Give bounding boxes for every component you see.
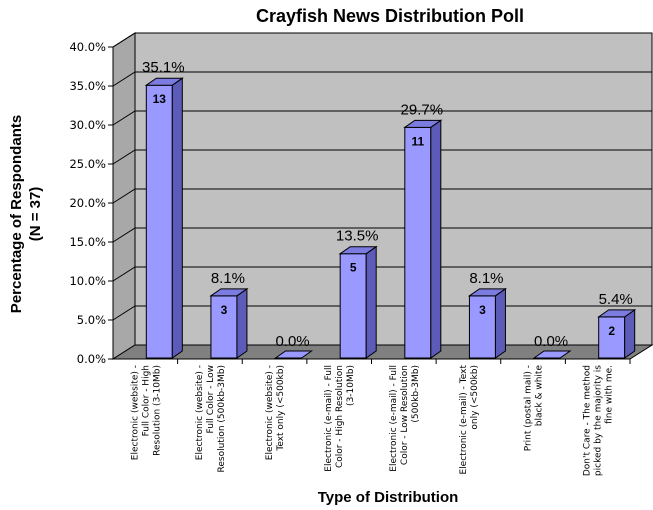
bar-top <box>467 288 508 297</box>
bar-flat <box>273 350 314 359</box>
x-tick-label: Electronic (website) - <box>195 365 205 460</box>
y-tick-label: 25.0% <box>69 157 106 171</box>
x-tick-label: Electronic (e-mail) - Full <box>324 365 334 472</box>
bar-value-label: 0.0% <box>534 333 568 350</box>
bar-front <box>145 84 173 359</box>
bar <box>532 350 572 359</box>
bar <box>209 287 249 359</box>
bar <box>144 77 184 359</box>
bar-count-label: 11 <box>411 134 424 148</box>
y-tick-label: 5.0% <box>77 313 106 327</box>
y-tick-label: 40.0% <box>69 40 106 54</box>
bar-value-label: 5.4% <box>599 291 633 308</box>
bar-value-label: 8.1% <box>211 270 245 287</box>
x-tick-label: (500kb-3Mb) <box>411 365 421 423</box>
bar-value-label: 13.5% <box>336 228 379 245</box>
bar-value-label: 35.1% <box>142 59 185 76</box>
chart-title: Crayfish News Distribution Poll <box>256 6 524 26</box>
gridline <box>112 32 652 48</box>
gridline <box>112 71 652 87</box>
gridline <box>112 266 652 282</box>
bar <box>338 245 378 359</box>
bar-front <box>210 295 238 359</box>
gridline <box>112 227 652 243</box>
floor <box>111 344 653 360</box>
bar-flat <box>532 350 572 359</box>
y-tick-label: 30.0% <box>69 118 106 132</box>
x-tick-label: fine with me. <box>605 365 615 424</box>
bar-value-label: 8.1% <box>469 270 503 287</box>
y-tick-label: 35.0% <box>69 79 106 93</box>
x-tick-label: Electronic (website) - <box>265 365 275 460</box>
x-axis-title: Type of Distribution <box>318 489 459 506</box>
bar-side <box>236 287 248 359</box>
bar-count-label: 3 <box>221 303 228 317</box>
bar-front <box>339 253 367 359</box>
bar <box>273 350 314 359</box>
x-tick-label: Full Color - High <box>141 365 151 436</box>
bar-top <box>209 288 249 297</box>
y-tick-label: 10.0% <box>69 274 106 288</box>
x-tick-label: Electronic (e-mail) - Full <box>389 365 399 472</box>
y-axis-title-line-1: Percentage of Respondants <box>8 115 25 313</box>
bar <box>467 287 508 359</box>
x-tick-label: Print (postal mail) - <box>524 365 534 451</box>
bar-side <box>171 77 183 359</box>
bar-top <box>597 309 637 318</box>
bar-side <box>430 119 442 359</box>
bar-side <box>365 245 377 359</box>
bar-side <box>624 308 636 359</box>
x-tick-label: Electronic (e-mail) - Text <box>459 365 469 475</box>
bar-front <box>598 316 626 359</box>
x-tick-label: Full Color - Low <box>206 365 216 433</box>
x-tick-label: Resolution (500kb-3Mb) <box>217 365 227 472</box>
x-tick-label: picked by the majority is <box>594 365 604 476</box>
gridline <box>112 110 652 126</box>
bar-top <box>338 246 378 255</box>
bar-value-label: 29.7% <box>401 101 444 118</box>
bar-front <box>404 126 432 359</box>
x-tick-label: black & white <box>535 365 545 427</box>
bar-side <box>494 287 506 359</box>
y-axis-title-line-2: (N = 37) <box>27 187 44 242</box>
y-tick-label: 15.0% <box>69 235 106 249</box>
x-tick-label: Don't Care - The method <box>583 365 593 476</box>
gridline <box>112 149 652 165</box>
bar-top <box>403 119 443 128</box>
bar-count-label: 2 <box>608 324 615 338</box>
x-tick-label: Text only (<500kb) <box>276 365 286 452</box>
x-tick-label: Color - Low Resolution <box>400 365 410 465</box>
bar-top <box>144 77 184 86</box>
y-tick-label: 0.0% <box>77 352 106 366</box>
x-tick-label: Color - High Resolution <box>335 365 345 468</box>
bar <box>597 308 637 359</box>
bar <box>403 119 443 359</box>
x-tick-label: Resolution (3-10Mb) <box>152 365 162 456</box>
bar-count-label: 3 <box>479 303 486 317</box>
gridline <box>112 188 652 204</box>
bar-count-label: 13 <box>153 92 167 106</box>
x-tick-label: (3-10Mb) <box>346 365 356 406</box>
bar-value-label: 0.0% <box>275 333 309 350</box>
x-tick-label: Electronic (website) - <box>130 365 140 460</box>
bar-count-label: 5 <box>350 261 357 275</box>
y-tick-label: 20.0% <box>69 196 106 210</box>
x-tick-label: only (<500kb) <box>470 365 480 430</box>
